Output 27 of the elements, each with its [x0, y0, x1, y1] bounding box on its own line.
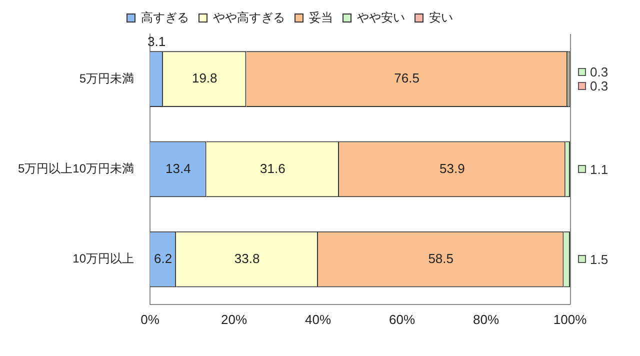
y-tick-label: 10万円以上	[72, 252, 134, 266]
data-label: 19.8	[192, 70, 218, 86]
data-label: 13.4	[166, 160, 191, 176]
data-label: 0.3	[590, 64, 608, 80]
data-label: 1.5	[590, 252, 608, 267]
data-label: 58.5	[428, 250, 454, 266]
x-tick-label: 60%	[388, 312, 416, 327]
data-label: 33.8	[234, 250, 260, 266]
x-tick-label: 80%	[472, 312, 500, 327]
data-label: 3.1	[147, 34, 166, 50]
x-tick-label: 0%	[140, 312, 160, 327]
x-tick-label: 100%	[553, 312, 588, 327]
legend-label: やや高すぎる	[213, 10, 285, 24]
x-tick-label: 20%	[221, 312, 248, 327]
legend-label: やや安い	[357, 10, 405, 24]
legend-label: 安い	[429, 10, 453, 24]
legend-label: 妥当	[309, 10, 333, 24]
y-tick-label: 5万円未満	[79, 71, 134, 86]
data-label: 1.1	[590, 162, 608, 177]
x-tick-label: 40%	[304, 312, 332, 327]
data-label: 6.2	[154, 250, 172, 266]
y-tick-label: 5万円以上10万円未満	[18, 162, 134, 176]
data-label: 76.5	[394, 70, 420, 86]
data-label: 0.3	[590, 78, 608, 94]
legend-label: 高すぎる	[141, 10, 189, 24]
data-label: 31.6	[260, 160, 286, 176]
data-label: 53.9	[440, 160, 465, 176]
